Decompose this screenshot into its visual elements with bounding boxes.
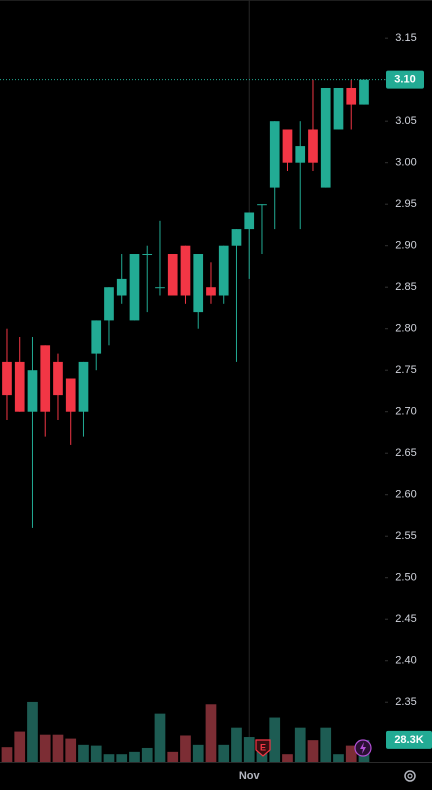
- y-tick-label: 2.95: [395, 198, 416, 210]
- candle-body: [346, 87, 357, 105]
- candle-body: [91, 320, 102, 354]
- candle-body: [206, 287, 216, 296]
- y-tick-label: 2.85: [395, 281, 416, 293]
- volume-bar: [294, 727, 306, 762]
- volume-bar: [205, 704, 217, 762]
- candle-body: [167, 254, 178, 296]
- volume-bar: [90, 745, 102, 762]
- price-tag-label: 3.10: [394, 74, 415, 86]
- price-tag: [386, 70, 424, 89]
- earnings-badge[interactable]: E: [255, 739, 271, 757]
- y-tick-label: 2.75: [395, 364, 416, 376]
- volume-bar: [192, 744, 204, 762]
- volume-bar: [39, 734, 51, 762]
- candle-body: [2, 361, 12, 396]
- y-tick-label: 2.90: [395, 240, 416, 252]
- x-tick-label: Nov: [239, 770, 261, 782]
- y-tick-label: 2.70: [395, 406, 416, 418]
- candle-body: [40, 345, 51, 412]
- candle-body: [27, 370, 38, 412]
- candle-body: [257, 204, 267, 206]
- candle-body: [78, 361, 89, 412]
- y-tick-label: 3.05: [395, 115, 416, 127]
- volume-bar: [218, 744, 230, 762]
- volume-bar: [116, 754, 128, 762]
- candle-body: [269, 121, 280, 188]
- volume-bar: [333, 754, 344, 762]
- y-tick-label: 2.60: [395, 489, 416, 501]
- volume-bar: [14, 731, 26, 762]
- volume-bar: [154, 713, 166, 762]
- candle-body: [65, 378, 76, 412]
- candle-body: [282, 129, 293, 163]
- volume-bar: [345, 745, 357, 762]
- volume-bar: [243, 737, 255, 762]
- y-tick-label: 2.35: [395, 696, 416, 708]
- candle-body: [155, 287, 165, 289]
- volume-bar: [52, 734, 64, 762]
- candle-body: [129, 254, 140, 321]
- candle-body: [14, 361, 25, 412]
- volume-bar: [231, 727, 242, 762]
- volume-bar: [129, 751, 140, 762]
- candle-body: [142, 254, 153, 255]
- y-tick-label: 2.45: [395, 613, 416, 625]
- candle-body: [180, 245, 191, 296]
- volume-tag-label: 28.3K: [394, 734, 423, 746]
- candle-body: [308, 129, 318, 163]
- svg-text:E: E: [260, 742, 266, 752]
- y-tick-label: 3.15: [395, 32, 416, 44]
- volume-tag: [386, 730, 432, 749]
- candle-body: [231, 229, 242, 246]
- candle-body: [53, 361, 63, 396]
- y-tick-label: 3.00: [395, 157, 416, 169]
- candle-body: [104, 287, 114, 321]
- candle-body: [320, 87, 331, 188]
- volume-bar: [65, 738, 77, 762]
- y-tick-label: 2.55: [395, 530, 416, 542]
- event-badge[interactable]: [354, 739, 372, 757]
- candle-body: [116, 278, 127, 296]
- volume-bar: [320, 727, 332, 762]
- y-tick-label: 2.80: [395, 323, 416, 335]
- candle-body: [359, 79, 369, 105]
- volume-bar: [180, 735, 191, 762]
- volume-bar: [282, 754, 293, 762]
- candle-body: [244, 212, 255, 230]
- volume-bar: [1, 747, 13, 762]
- candle-body: [193, 254, 204, 313]
- volume-bar: [103, 754, 115, 762]
- candle-body: [295, 146, 306, 163]
- y-tick-label: 2.65: [395, 447, 416, 459]
- volume-bar: [307, 740, 319, 762]
- candle-body: [218, 245, 229, 296]
- volume-bar: [141, 747, 153, 762]
- settings-icon[interactable]: [404, 770, 416, 782]
- y-tick-label: 2.40: [395, 655, 416, 667]
- volume-bar: [78, 744, 89, 762]
- volume-bar: [27, 701, 38, 762]
- y-tick-label: 2.50: [395, 572, 416, 584]
- volume-bar: [167, 751, 179, 762]
- candle-body: [333, 87, 344, 130]
- volume-bar: [269, 717, 281, 762]
